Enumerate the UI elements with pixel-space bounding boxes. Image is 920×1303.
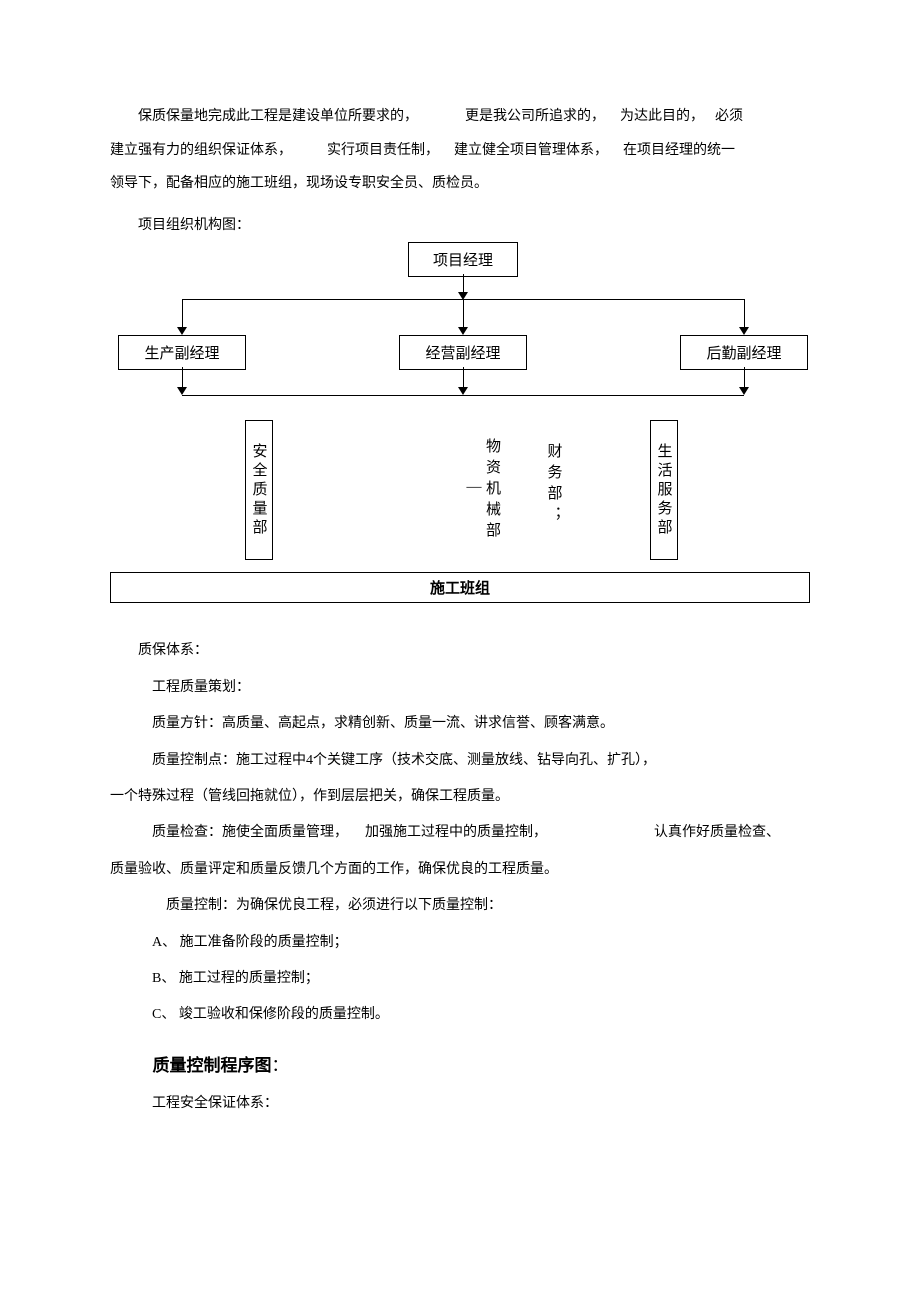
quality-control: 质量控制：为确保优良工程，必须进行以下质量控制： (110, 888, 810, 924)
arrow-icon (739, 327, 749, 335)
node-logistics-deputy: 后勤副经理 (680, 335, 808, 370)
node-project-manager: 项目经理 (408, 242, 518, 277)
quality-c: C、 竣工验收和保修阶段的质量控制。 (110, 997, 810, 1033)
node-finance: 财务部； (540, 420, 568, 550)
heading-text: 质量控制程序图 (153, 1056, 272, 1075)
quality-check2: 质量验收、质量评定和质量反馈几个方面的工作，确保优良的工程质量。 (110, 852, 810, 888)
p1-s1: 保质保量地完成此工程是建设单位所要求的， (138, 109, 418, 124)
quality-control-point: 质量控制点：施工过程中4个关键工序（技术交底、测量放线、钻导向孔、扩孔）， (110, 743, 810, 779)
connector (744, 299, 745, 327)
node-production-deputy: 生产副经理 (118, 335, 246, 370)
p1-s3: 为达此目的， (620, 109, 704, 124)
node-material-machine: 物资机械部— (470, 420, 498, 560)
intro-p2: 建立强有力的组织保证体系， 实行项目责任制， 建立健全项目管理体系， 在项目经理… (110, 134, 810, 168)
check-s2: 加强施工过程中的质量控制， (365, 825, 547, 840)
connector (744, 367, 745, 387)
arrow-icon (177, 327, 187, 335)
p1-s4: 必须 (715, 109, 743, 124)
node-operation-deputy: 经营副经理 (399, 335, 527, 370)
p2-s2: 实行项目责任制， (327, 143, 439, 158)
intro-p3: 领导下，配备相应的施工班组，现场设专职安全员、质检员。 (110, 167, 810, 201)
org-label: 项目组织机构图： (110, 209, 810, 243)
quality-control-point2: 一个特殊过程（管线回拖就位），作到层层把关，确保工程质量。 (110, 779, 810, 815)
connector (182, 367, 183, 387)
connector (182, 395, 744, 396)
quality-check: 质量检查：施使全面质量管理， 加强施工过程中的质量控制， 认真作好质量检查、 (110, 815, 810, 851)
p1-s2: 更是我公司所追求的， (465, 109, 605, 124)
quality-h1: 质保体系： (110, 633, 810, 669)
quality-policy: 质量方针：高质量、高起点，求精创新、质量一流、讲求信誉、顾客满意。 (110, 706, 810, 742)
node-safety-quality: 安全质量部 (245, 420, 273, 560)
connector (182, 299, 183, 327)
connector (463, 367, 464, 387)
arrow-icon (177, 387, 187, 395)
intro-p1: 保质保量地完成此工程是建设单位所要求的， 更是我公司所追求的， 为达此目的， 必… (110, 100, 810, 134)
p2-s4: 在项目经理的统一 (623, 143, 735, 158)
quality-b: B、 施工过程的质量控制； (110, 961, 810, 997)
connector (463, 299, 464, 327)
quality-a: A、 施工准备阶段的质量控制； (110, 925, 810, 961)
p2-s1: 建立强有力的组织保证体系， (110, 143, 292, 158)
quality-control-heading: 质量控制程序图： (110, 1046, 810, 1087)
arrow-icon (458, 387, 468, 395)
check-s3: 认真作好质量检查、 (654, 825, 780, 840)
safety-system: 工程安全保证体系： (110, 1086, 810, 1122)
p2-s3: 建立健全项目管理体系， (454, 143, 608, 158)
arrow-icon (739, 387, 749, 395)
node-life-service: 生活服务部 (650, 420, 678, 560)
node-construction-team: 施工班组 (110, 572, 810, 603)
connector (463, 274, 464, 292)
check-s1: 质量检查：施使全面质量管理， (152, 825, 348, 840)
arrow-icon (458, 327, 468, 335)
quality-h2: 工程质量策划： (110, 670, 810, 706)
org-chart: 项目经理 生产副经理 经营副经理 后勤副经理 安全质量部 物资机械部— 财务部；… (110, 242, 810, 572)
